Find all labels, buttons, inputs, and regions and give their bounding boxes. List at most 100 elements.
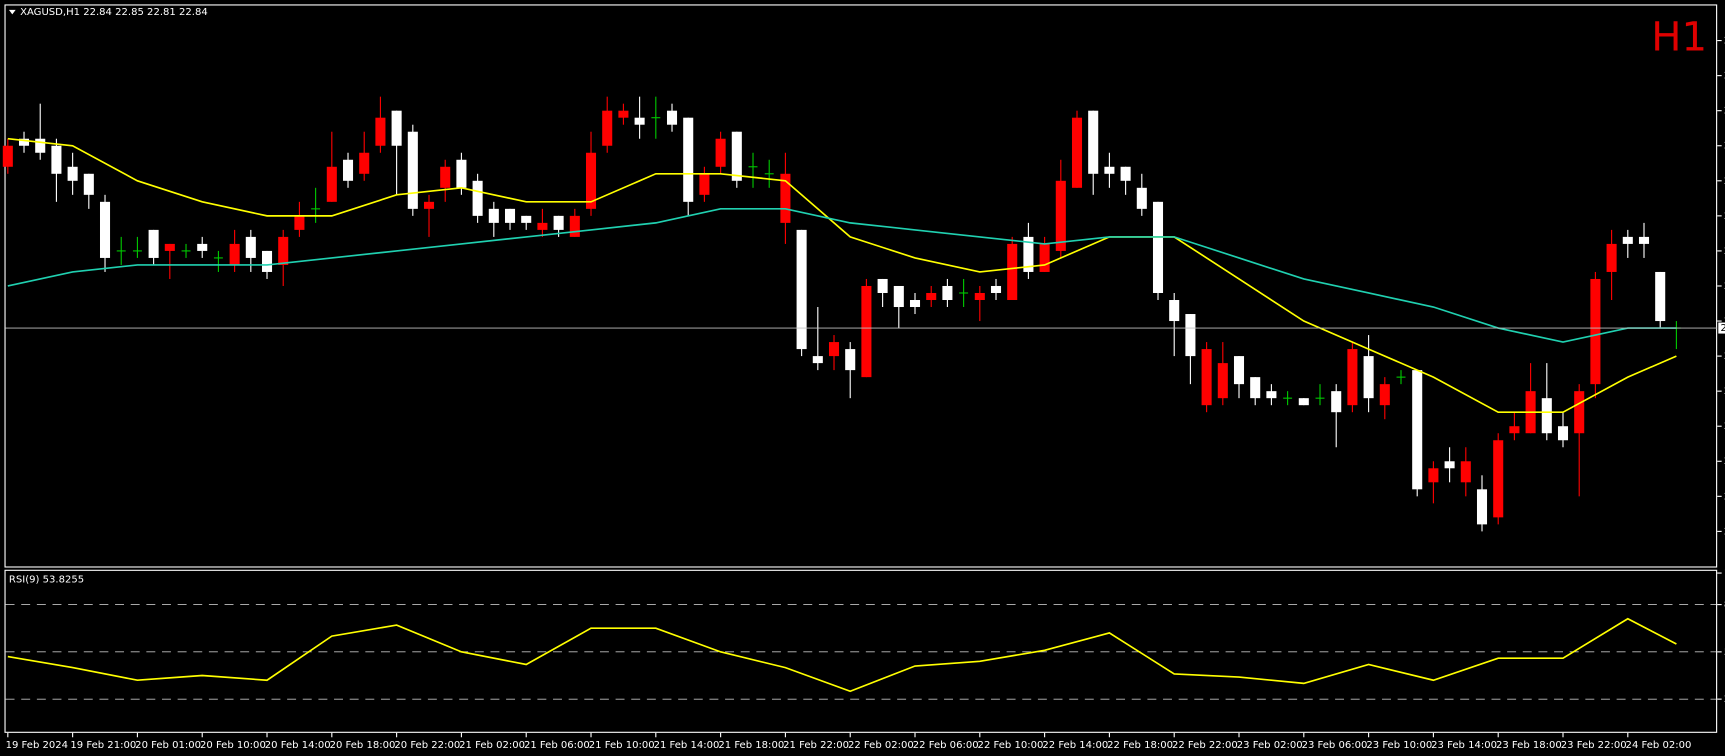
- candle-body: [1331, 391, 1342, 413]
- y-tick-label: 22.85: [1724, 316, 1725, 327]
- y-tick-label: 22.65: [1724, 456, 1725, 467]
- x-tick-label: 23 Feb 10:00: [1366, 740, 1432, 751]
- y-tick-label: 50: [1724, 647, 1725, 658]
- candle-body: [521, 215, 532, 223]
- candle-body: [780, 173, 791, 223]
- candle-body: [51, 145, 62, 174]
- candle-body: [18, 138, 30, 146]
- y-tick-label: 23.20: [1724, 71, 1725, 82]
- candle-body: [1363, 356, 1374, 399]
- candle-body: [569, 215, 580, 237]
- candle-body: [585, 152, 597, 209]
- y-tick-label: 22.60: [1724, 491, 1725, 502]
- candle-body: [1169, 300, 1180, 322]
- y-tick-label: 20: [1724, 694, 1725, 705]
- candle-body: [1088, 110, 1099, 174]
- last-price-label: 22.84: [1721, 323, 1725, 334]
- candle-body: [148, 229, 159, 258]
- candle-body: [1007, 243, 1018, 301]
- candle-body: [488, 208, 499, 223]
- x-tick-label: 20 Feb 22:00: [394, 740, 460, 751]
- y-tick-label: 100: [1724, 568, 1725, 579]
- candle-body: [278, 236, 289, 265]
- candle-body: [1606, 243, 1617, 272]
- x-tick-label: 20 Feb 18:00: [330, 740, 396, 751]
- x-tick-label: 21 Feb 18:00: [718, 740, 784, 751]
- candle-body: [618, 110, 629, 118]
- y-tick-label: 22.55: [1724, 526, 1725, 537]
- y-tick-label: 23.10: [1724, 141, 1725, 152]
- candle-body: [83, 173, 94, 195]
- candle-body: [1233, 356, 1245, 385]
- candle-body: [861, 285, 872, 378]
- candle-body: [391, 110, 402, 146]
- candle-body: [197, 243, 208, 251]
- rsi-title: RSI(9) 53.8255: [9, 575, 84, 586]
- x-tick-label: 22 Feb 22:00: [1172, 740, 1238, 751]
- candle-body: [261, 250, 273, 272]
- candle-body: [326, 166, 337, 202]
- y-tick-label: 23.00: [1724, 211, 1725, 222]
- candle-body: [942, 285, 953, 301]
- candle-body: [1655, 271, 1666, 322]
- last-price-box: [1718, 322, 1725, 334]
- candle-body: [456, 159, 467, 188]
- menu-arrow: [8, 9, 16, 15]
- candle-body: [1412, 370, 1423, 490]
- candle-body: [245, 236, 256, 258]
- candle-body: [845, 349, 856, 371]
- candle-body: [440, 166, 451, 188]
- rsi-panel: [4, 569, 1718, 733]
- candle-body: [1185, 314, 1196, 357]
- candle-body: [602, 110, 613, 146]
- candle-body: [1590, 278, 1601, 385]
- x-tick-label: 21 Feb 14:00: [654, 740, 720, 751]
- candle-body: [731, 131, 742, 181]
- x-tick-label: 22 Feb 10:00: [978, 740, 1044, 751]
- candle-body: [1104, 166, 1115, 174]
- moving-average-line: [7, 137, 1677, 414]
- candle-body: [294, 215, 305, 230]
- candle-body: [423, 201, 435, 209]
- x-tick-label: 21 Feb 06:00: [524, 740, 590, 751]
- candle-body: [35, 138, 46, 153]
- x-tick-label: 22 Feb 06:00: [913, 740, 979, 751]
- candle-body: [537, 222, 548, 230]
- y-tick-label: 80: [1724, 600, 1725, 611]
- candle-body: [1509, 426, 1520, 434]
- x-tick-label: 20 Feb 14:00: [265, 740, 331, 751]
- candle-body: [1622, 236, 1633, 244]
- candle-body: [1379, 384, 1390, 406]
- candle-body: [683, 117, 694, 202]
- y-tick-label: 23.25: [1724, 36, 1725, 47]
- candle-body: [974, 292, 985, 301]
- candle-body: [1574, 391, 1585, 434]
- x-tick-label: 22 Feb 02:00: [848, 740, 914, 751]
- x-tick-label: 21 Feb 10:00: [589, 740, 655, 751]
- x-tick-label: 23 Feb 22:00: [1561, 740, 1627, 751]
- candle-body: [1347, 349, 1358, 406]
- candle-body: [666, 110, 678, 125]
- candle-body: [359, 152, 370, 174]
- candle-body: [893, 285, 904, 308]
- candle-body: [990, 285, 1002, 293]
- candle-body: [1444, 461, 1455, 469]
- candle-body: [1476, 489, 1488, 525]
- y-tick-label: 22.75: [1724, 386, 1725, 397]
- candle-body: [553, 215, 564, 230]
- candle-body: [1217, 363, 1228, 399]
- timeframe-watermark: H1: [1651, 15, 1707, 61]
- candle-body: [1201, 349, 1212, 406]
- candle-body: [715, 138, 726, 167]
- candle-body: [407, 131, 418, 209]
- x-tick-label: 23 Feb 14:00: [1431, 740, 1497, 751]
- x-tick-label: 21 Feb 22:00: [783, 740, 849, 751]
- candle-body: [1298, 398, 1309, 406]
- candle-body: [699, 173, 710, 195]
- x-tick-label: 19 Feb 21:00: [70, 740, 136, 751]
- x-tick-label: 20 Feb 10:00: [200, 740, 266, 751]
- rsi-line: [7, 617, 1677, 693]
- candle-body: [1152, 201, 1164, 293]
